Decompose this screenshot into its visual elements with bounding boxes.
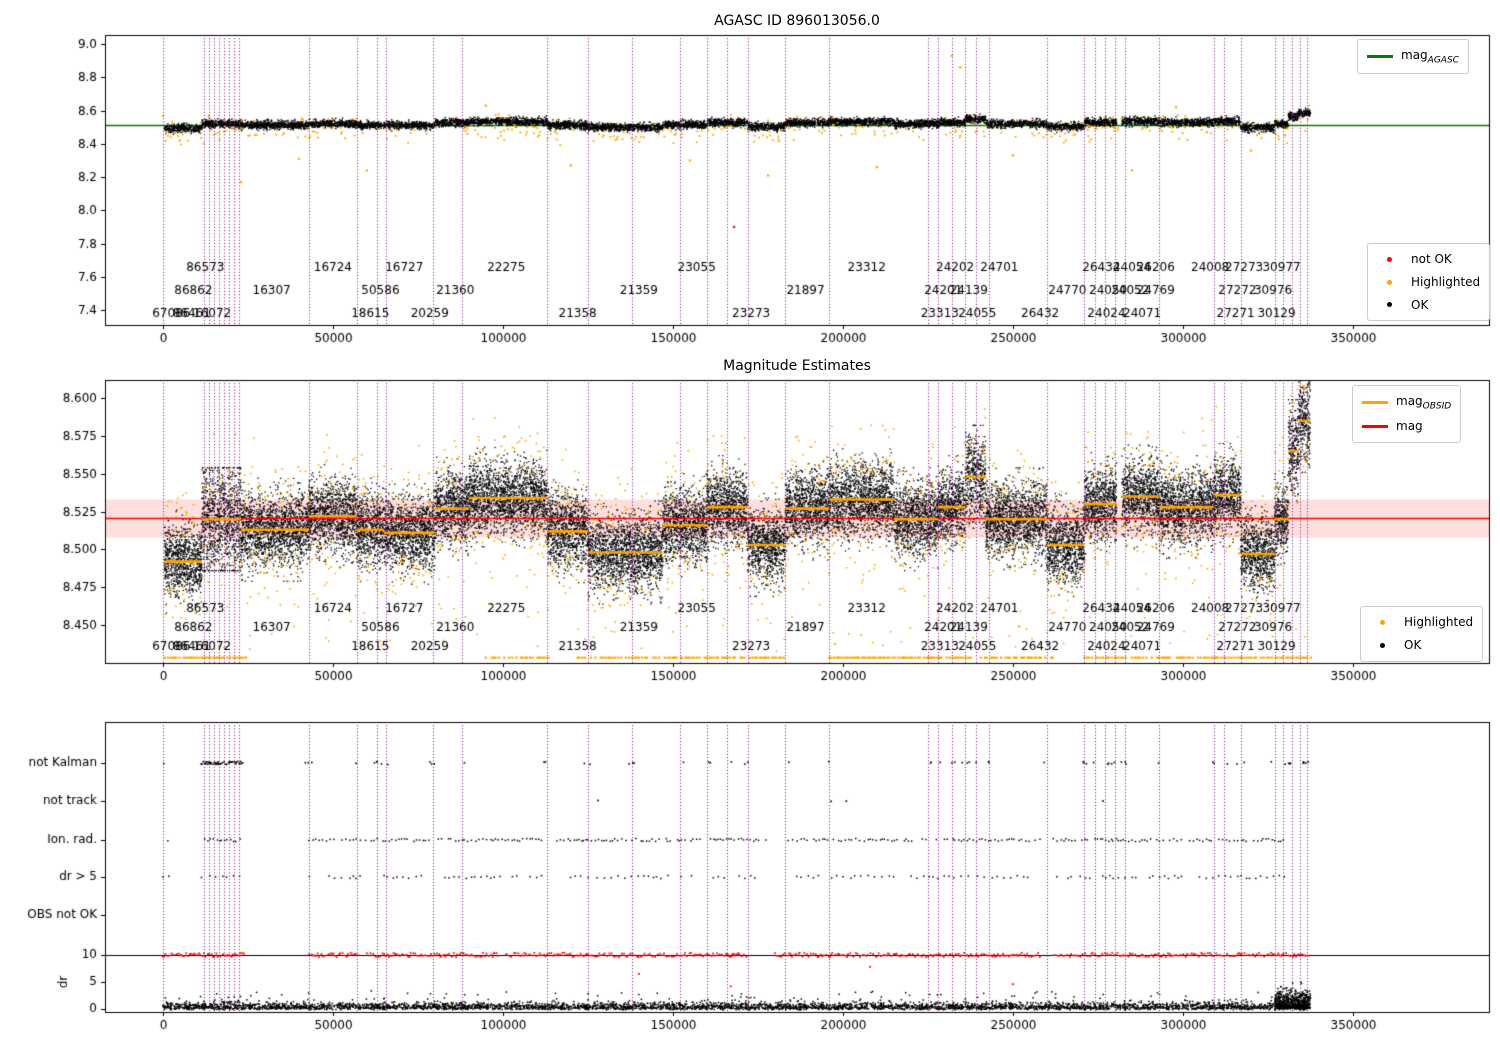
chart1-title: AGASC ID 896013056.0 bbox=[714, 13, 880, 29]
legend-entry-magobsid: magOBSID bbox=[1362, 390, 1451, 415]
legend-label: Highlighted bbox=[1411, 274, 1481, 289]
line-swatch bbox=[1362, 425, 1388, 429]
legend-entry-ok: OK bbox=[1370, 634, 1473, 657]
legend-box-0: magAGASC bbox=[1357, 39, 1469, 75]
legend-label-sub: OBSID bbox=[1422, 401, 1452, 412]
legend-label: magAGASC bbox=[1401, 48, 1459, 66]
legend-entry-not-ok: not OK bbox=[1377, 248, 1480, 271]
legend-label-sub: AGASC bbox=[1427, 55, 1459, 66]
chart2-title: Magnitude Estimates bbox=[723, 358, 871, 374]
legend-box-2: magOBSID mag bbox=[1352, 385, 1462, 444]
legend-label: magOBSID bbox=[1396, 394, 1452, 412]
legend-entry-mag: mag bbox=[1362, 415, 1451, 438]
line-swatch bbox=[1362, 401, 1388, 405]
marker-dot bbox=[1387, 302, 1392, 308]
legend-box-1: not OK Highlighted OK bbox=[1367, 243, 1491, 322]
dot-swatch bbox=[1377, 300, 1403, 310]
line-swatch bbox=[1367, 55, 1393, 59]
dot-swatch bbox=[1370, 640, 1396, 650]
legend-entry-ok: OK bbox=[1377, 294, 1480, 317]
legend-label: Highlighted bbox=[1404, 615, 1474, 629]
legend-entry-highlighted: Highlighted bbox=[1370, 611, 1473, 634]
marker-dot bbox=[1380, 642, 1385, 648]
dot-swatch bbox=[1377, 277, 1403, 287]
legend-entry-magagasc: magAGASC bbox=[1367, 44, 1459, 69]
legend-label: OK bbox=[1404, 637, 1422, 652]
legend-entry-highlighted: Highlighted bbox=[1377, 271, 1480, 294]
marker-dot bbox=[1380, 619, 1385, 625]
legend-label: OK bbox=[1411, 297, 1429, 312]
dot-swatch bbox=[1370, 617, 1396, 627]
marker-dot bbox=[1387, 256, 1392, 262]
legend-label: not OK bbox=[1411, 252, 1452, 266]
dot-swatch bbox=[1377, 254, 1403, 264]
marker-dot bbox=[1387, 279, 1392, 285]
legend-label: mag bbox=[1396, 419, 1423, 434]
legend-box-3: Highlighted OK bbox=[1360, 606, 1484, 662]
